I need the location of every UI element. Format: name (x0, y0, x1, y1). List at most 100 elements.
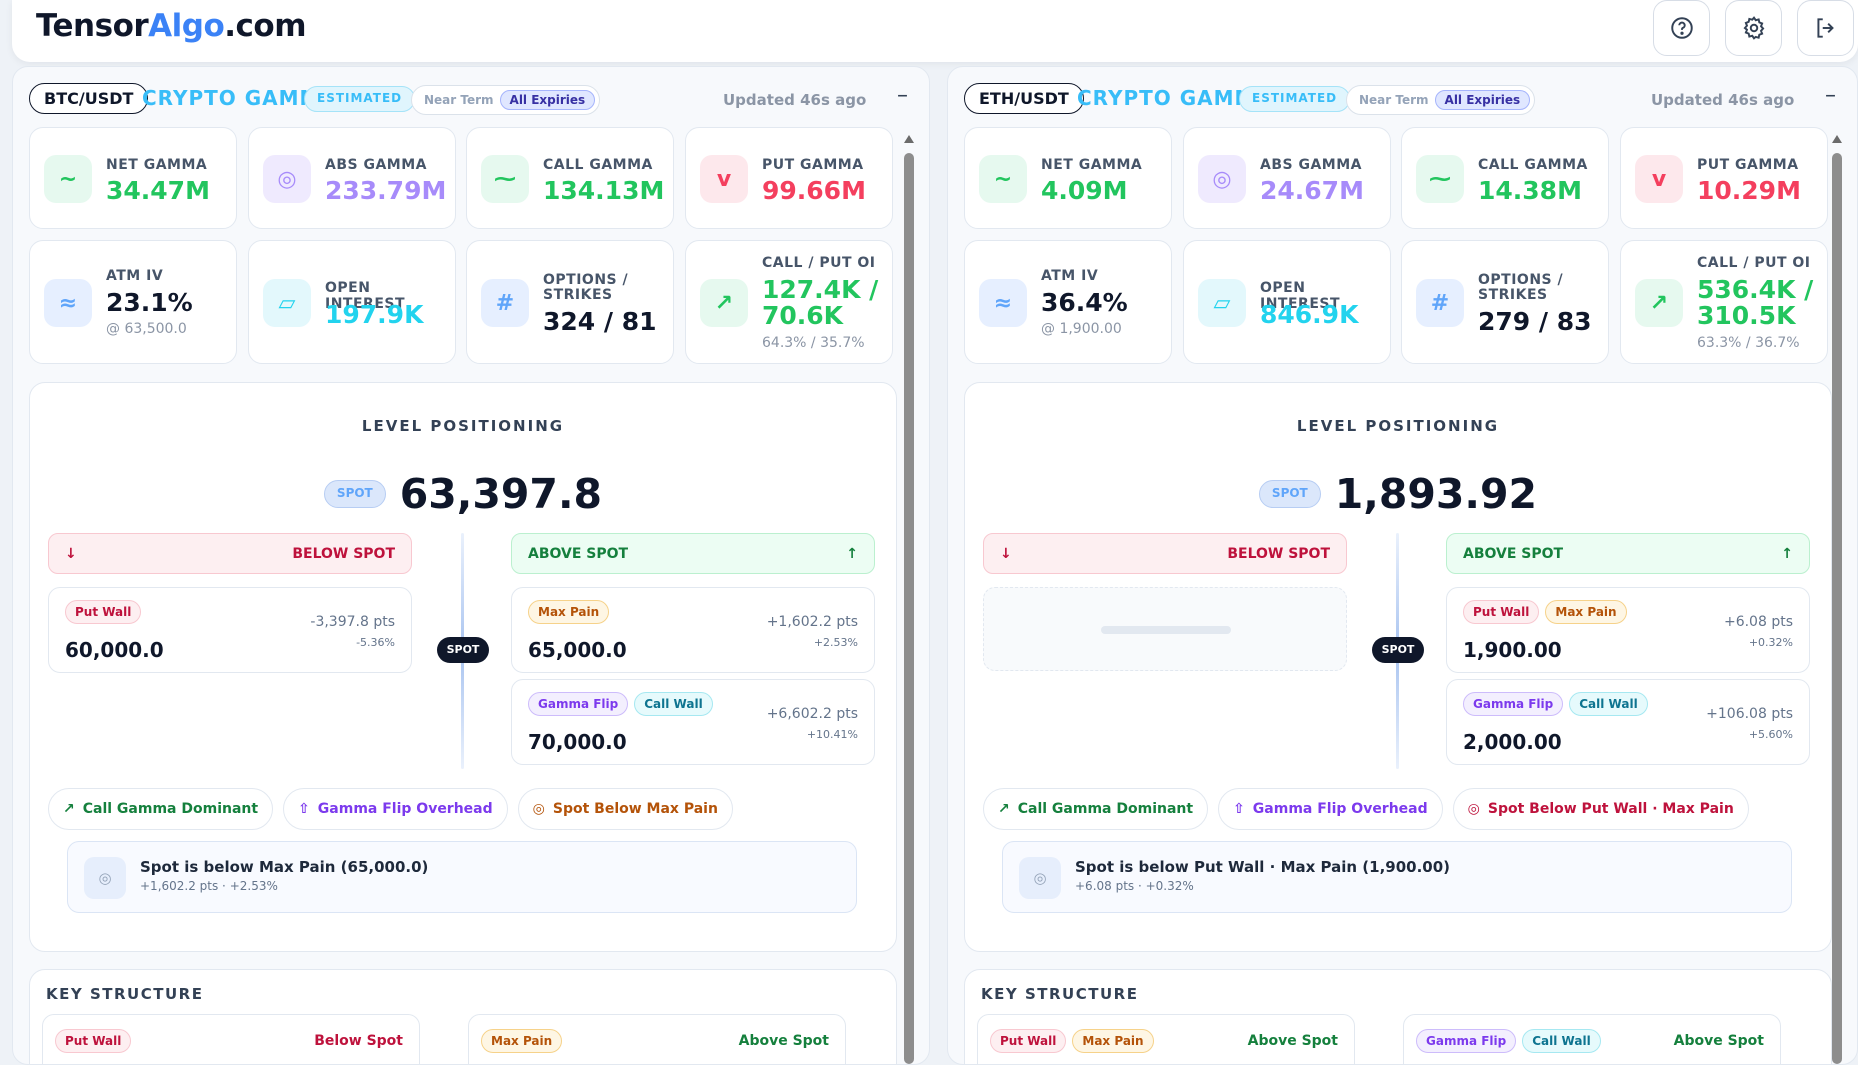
atm-iv-strike: @ 1,900.00 (1041, 321, 1122, 337)
signal-chip-label: Spot Below Max Pain (552, 801, 718, 817)
scroll-thumb[interactable] (904, 153, 914, 1064)
put-gamma-card: v PUT GAMMA 10.29M (1620, 127, 1828, 229)
insight-title: Spot is below Put Wall · Max Pain (1,900… (1075, 858, 1451, 876)
tag-call-wall: Call Wall (1569, 692, 1648, 716)
logout-button[interactable] (1797, 0, 1854, 56)
level-distance-pts: +1,602.2 pts (766, 614, 858, 630)
key-structure-item[interactable]: Put Wall Below Spot (42, 1014, 420, 1064)
level-distance-pct: +10.41% (806, 728, 858, 741)
level-card[interactable]: Put Wall Max Pain 1,900.00 +6.08 pts +0.3… (1446, 587, 1810, 673)
options-strikes-label-2: STRIKES (543, 287, 613, 303)
scroll-thumb[interactable] (1832, 153, 1842, 1064)
logo[interactable]: TensorAlgo.com (36, 8, 307, 44)
placeholder-bar (1101, 626, 1231, 634)
abs-gamma-value: 24.67M (1260, 176, 1364, 205)
options-strikes-card: # OPTIONS / STRIKES 279 / 83 (1401, 240, 1609, 364)
settings-button[interactable] (1725, 0, 1782, 56)
position-label: Below Spot (314, 1033, 403, 1049)
level-distance-pct: +2.53% (813, 636, 858, 649)
call-gamma-value: 14.38M (1478, 176, 1582, 205)
call-put-oi-ratio: 64.3% / 35.7% (762, 335, 865, 351)
key-structure-card: KEY STRUCTURE Put Wall Max Pain Above Spot G… (964, 969, 1832, 1064)
estimated-badge: ESTIMATED (304, 86, 416, 112)
scroll-up-arrow-icon[interactable] (904, 135, 914, 143)
tag-max-pain: Max Pain (528, 600, 610, 624)
options-strikes-label-1: OPTIONS / (1478, 272, 1564, 288)
signal-chip-call-gamma-dominant[interactable]: ↗ Call Gamma Dominant (983, 788, 1209, 830)
target-icon: ◎ (1019, 857, 1061, 899)
level-distance-pct: +5.60% (1748, 728, 1793, 741)
key-structure-item[interactable]: Max Pain Above Spot (468, 1014, 846, 1064)
open-interest-icon: ▱ (263, 279, 311, 327)
below-spot-header: ↓ BELOW SPOT (983, 533, 1347, 574)
signal-chip-spot-below-put-wall-max-pain[interactable]: ◎ Spot Below Put Wall · Max Pain (1452, 788, 1749, 830)
net-gamma-icon: ~ (44, 155, 92, 203)
signal-chip-call-gamma-dominant[interactable]: ↗ Call Gamma Dominant (48, 788, 274, 830)
put-gamma-label: PUT GAMMA (762, 157, 864, 173)
options-strikes-value: 324 / 81 (543, 307, 657, 336)
level-price: 2,000.00 (1463, 730, 1562, 754)
collapse-button[interactable]: – (1825, 83, 1836, 108)
level-tags: Gamma Flip Call Wall (528, 692, 713, 716)
insight-title: Spot is below Max Pain (65,000.0) (140, 858, 429, 876)
level-card[interactable]: Gamma Flip Call Wall 2,000.00 +106.08 pts… (1446, 679, 1810, 765)
collapse-button[interactable]: – (897, 83, 908, 108)
put-gamma-icon: v (1635, 155, 1683, 203)
below-spot-label: BELOW SPOT (1227, 545, 1330, 562)
put-gamma-label: PUT GAMMA (1697, 157, 1799, 173)
panel-scrollbar[interactable] (1831, 135, 1843, 1064)
spot-price: 63,397.8 (399, 470, 603, 518)
abs-gamma-card: ◎ ABS GAMMA 233.79M (248, 127, 456, 229)
expiry-all-expiries[interactable]: All Expiries (1434, 90, 1531, 110)
arrow-up-outline-icon: ⇧ (298, 801, 310, 817)
expiry-all-expiries[interactable]: All Expiries (499, 90, 596, 110)
call-put-oi-value-1: 127.4K / (762, 275, 879, 304)
net-gamma-value: 4.09M (1041, 176, 1128, 205)
signal-chip-label: Call Gamma Dominant (82, 801, 259, 817)
net-gamma-card: ~ NET GAMMA 4.09M (964, 127, 1172, 229)
scroll-up-arrow-icon[interactable] (1832, 135, 1842, 143)
call-gamma-label: CALL GAMMA (543, 157, 653, 173)
level-distance-pct: -5.36% (356, 636, 395, 649)
signal-chip-gamma-flip-overhead[interactable]: ⇧ Gamma Flip Overhead (283, 788, 508, 830)
level-price: 1,900.00 (1463, 638, 1562, 662)
pair-badge[interactable]: ETH/USDT (964, 83, 1084, 114)
net-gamma-card: ~ NET GAMMA 34.47M (29, 127, 237, 229)
level-card[interactable]: Max Pain 65,000.0 +1,602.2 pts +2.53% (511, 587, 875, 673)
key-structure-item[interactable]: Put Wall Max Pain Above Spot (977, 1014, 1355, 1064)
abs-gamma-icon: ◎ (263, 155, 311, 203)
panel-scrollbar[interactable] (903, 135, 915, 1064)
net-gamma-icon: ~ (979, 155, 1027, 203)
expiry-near-term[interactable]: Near Term (1359, 93, 1429, 107)
level-card[interactable]: Put Wall 60,000.0 -3,397.8 pts -5.36% (48, 587, 412, 673)
help-button[interactable] (1653, 0, 1710, 56)
signal-chip-gamma-flip-overhead[interactable]: ⇧ Gamma Flip Overhead (1218, 788, 1443, 830)
app-header: TensorAlgo.com (12, 0, 1858, 62)
abs-gamma-card: ◎ ABS GAMMA 24.67M (1183, 127, 1391, 229)
spot-marker: SPOT (1372, 637, 1424, 663)
key-structure-item[interactable]: Gamma Flip Call Wall Above Spot (1403, 1014, 1781, 1064)
level-distance-pts: +6,602.2 pts (766, 706, 858, 722)
signal-chip-label: Spot Below Put Wall · Max Pain (1487, 801, 1734, 817)
arrow-up-outline-icon: ⇧ (1233, 801, 1245, 817)
net-gamma-label: NET GAMMA (106, 157, 208, 173)
open-interest-value: 197.9K (325, 300, 424, 329)
signal-chips: ↗ Call Gamma Dominant ⇧ Gamma Flip Overh… (48, 788, 733, 830)
signal-chip-spot-below-max-pain[interactable]: ◎ Spot Below Max Pain (517, 788, 733, 830)
tag-call-wall: Call Wall (634, 692, 713, 716)
up-arrow-icon: ↑ (846, 545, 858, 562)
expiry-toggle: Near Term All Expiries (411, 85, 601, 115)
above-spot-header: ABOVE SPOT ↑ (1446, 533, 1810, 574)
expiry-near-term[interactable]: Near Term (424, 93, 494, 107)
put-gamma-value: 99.66M (762, 176, 866, 205)
level-card[interactable]: Gamma Flip Call Wall 70,000.0 +6,602.2 pt… (511, 679, 875, 765)
level-tags: Put Wall (55, 1029, 132, 1053)
open-interest-card: ▱ OPEN INTEREST 846.9K (1183, 240, 1391, 364)
put-gamma-card: v PUT GAMMA 99.66M (685, 127, 893, 229)
logout-icon (1816, 18, 1834, 38)
open-interest-label: OPEN INTEREST (325, 280, 406, 312)
pair-badge[interactable]: BTC/USDT (29, 83, 149, 114)
position-label: Above Spot (738, 1033, 829, 1049)
atm-iv-value: 23.1% (106, 288, 193, 317)
net-gamma-label: NET GAMMA (1041, 157, 1143, 173)
